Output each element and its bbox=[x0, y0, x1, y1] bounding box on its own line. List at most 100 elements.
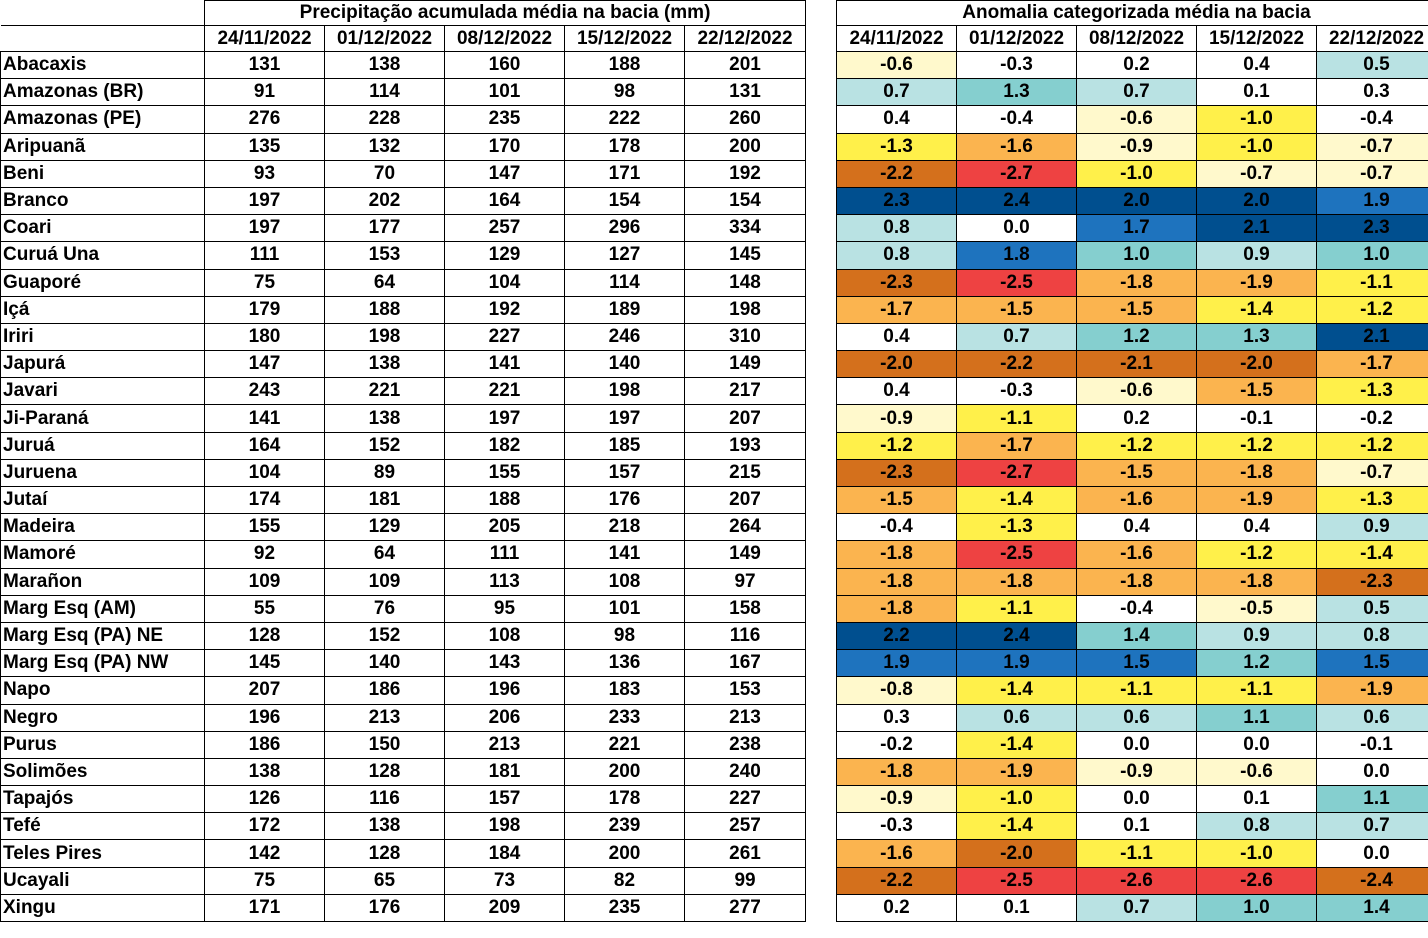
basin-name: Marg Esq (AM) bbox=[0, 594, 205, 623]
anomaly-cell: 0.7 bbox=[1076, 893, 1197, 923]
anomaly-cell: 0.2 bbox=[1076, 404, 1197, 433]
precip-cell: 200 bbox=[683, 132, 807, 161]
date-header: 22/12/2022 bbox=[683, 25, 807, 52]
table-row: 0.7 1.3 0.7 0.1 0.3 bbox=[836, 78, 1428, 107]
precip-cell: 193 bbox=[683, 431, 807, 460]
precip-cell: 147 bbox=[204, 350, 325, 379]
table-row: -1.5 -1.4 -1.6 -1.9 -1.3 bbox=[836, 485, 1428, 515]
anomaly-cell: 1.2 bbox=[1076, 322, 1197, 352]
precip-cell: 114 bbox=[564, 268, 685, 297]
table-row: Amazonas (BR) 91 114 101 98 131 bbox=[0, 78, 807, 107]
anomaly-cell: -2.2 bbox=[956, 350, 1077, 379]
anomaly-cell: -2.2 bbox=[836, 159, 957, 188]
anomaly-cell: -1.8 bbox=[1196, 567, 1317, 596]
precip-cell: 147 bbox=[444, 159, 565, 188]
anomaly-cell: 1.0 bbox=[1196, 893, 1317, 923]
precip-cell: 155 bbox=[444, 458, 565, 488]
basin-name: Curuá Una bbox=[0, 241, 205, 270]
basin-name: Tapajós bbox=[0, 785, 205, 814]
precip-cell: 186 bbox=[324, 676, 445, 705]
basin-name: Juruá bbox=[0, 431, 205, 460]
anomaly-cell: -1.7 bbox=[956, 431, 1077, 460]
precip-cell: 243 bbox=[204, 377, 325, 406]
precip-cell: 171 bbox=[564, 159, 685, 188]
anomaly-cell: -1.8 bbox=[836, 757, 957, 787]
basin-name: Branco bbox=[0, 186, 205, 216]
date-header: 22/12/2022 bbox=[1315, 25, 1428, 52]
table-row: -2.2 -2.5 -2.6 -2.6 -2.4 bbox=[836, 866, 1428, 895]
anomaly-cell: -1.8 bbox=[836, 540, 957, 569]
precip-cell: 128 bbox=[204, 621, 325, 651]
precip-cell: 192 bbox=[444, 295, 565, 324]
anomaly-cell: -0.1 bbox=[1196, 404, 1317, 433]
precip-cell: 149 bbox=[683, 350, 807, 379]
anomaly-cell: 0.2 bbox=[1076, 50, 1197, 80]
anomaly-cell: -0.4 bbox=[956, 105, 1077, 134]
precip-cell: 192 bbox=[683, 159, 807, 188]
precip-cell: 138 bbox=[324, 350, 445, 379]
table-row: Branco 197 202 164 154 154 bbox=[0, 186, 807, 216]
basin-name: Madeira bbox=[0, 513, 205, 542]
anomaly-cell: 0.0 bbox=[1315, 839, 1428, 868]
anomaly-cell: -0.3 bbox=[836, 812, 957, 841]
anomaly-cell: -0.2 bbox=[836, 730, 957, 759]
precip-cell: 73 bbox=[444, 866, 565, 895]
precip-cell: 277 bbox=[683, 893, 807, 923]
precip-cell: 184 bbox=[444, 839, 565, 868]
table-row: -0.9 -1.0 0.0 0.1 1.1 bbox=[836, 785, 1428, 814]
precip-cell: 145 bbox=[683, 241, 807, 270]
basin-name: Solimões bbox=[0, 757, 205, 787]
anomaly-cell: -2.3 bbox=[1315, 567, 1428, 596]
table-row: Marg Esq (PA) NE 128 152 108 98 116 bbox=[0, 621, 807, 651]
precip-cell: 276 bbox=[204, 105, 325, 134]
precip-cell: 157 bbox=[444, 785, 565, 814]
table-row: 0.4 -0.3 -0.6 -1.5 -1.3 bbox=[836, 377, 1428, 406]
anomaly-cell: -0.3 bbox=[956, 377, 1077, 406]
precip-cell: 131 bbox=[683, 78, 807, 107]
anomaly-cell: 0.4 bbox=[836, 377, 957, 406]
anomaly-cell: 1.3 bbox=[956, 78, 1077, 107]
precip-cell: 108 bbox=[444, 621, 565, 651]
anomaly-cell: 0.6 bbox=[1315, 703, 1428, 732]
precip-cell: 99 bbox=[683, 866, 807, 895]
precip-cell: 101 bbox=[564, 594, 685, 623]
basin-name: Tefé bbox=[0, 812, 205, 841]
anomaly-cell: -1.0 bbox=[1196, 839, 1317, 868]
table-row: -1.8 -2.5 -1.6 -1.2 -1.4 bbox=[836, 540, 1428, 569]
anomaly-cell: -1.5 bbox=[1196, 377, 1317, 406]
precip-cell: 116 bbox=[683, 621, 807, 651]
precip-cell: 178 bbox=[564, 785, 685, 814]
precip-cell: 176 bbox=[564, 485, 685, 515]
basin-name: Mamoré bbox=[0, 540, 205, 569]
anomaly-cell: -1.3 bbox=[1315, 377, 1428, 406]
anomaly-cell: -1.5 bbox=[956, 295, 1077, 324]
precip-cell: 127 bbox=[564, 241, 685, 270]
anomaly-cell: -1.7 bbox=[836, 295, 957, 324]
precip-cell: 200 bbox=[564, 839, 685, 868]
date-header: 15/12/2022 bbox=[1196, 25, 1317, 52]
anomaly-cell: -0.2 bbox=[1315, 404, 1428, 433]
anomaly-cell: 2.0 bbox=[1076, 186, 1197, 216]
anomaly-cell: -2.4 bbox=[1315, 866, 1428, 895]
anomaly-cell: 1.5 bbox=[1315, 649, 1428, 678]
precip-cell: 221 bbox=[324, 377, 445, 406]
precip-cell: 93 bbox=[204, 159, 325, 188]
anomaly-cell: -2.6 bbox=[1196, 866, 1317, 895]
precip-cell: 167 bbox=[683, 649, 807, 678]
precip-cell: 142 bbox=[204, 839, 325, 868]
table-row: Coari 197 177 257 296 334 bbox=[0, 214, 807, 243]
anomaly-cell: 2.0 bbox=[1196, 186, 1317, 216]
table-row: 0.2 0.1 0.7 1.0 1.4 bbox=[836, 893, 1428, 923]
precip-cell: 261 bbox=[683, 839, 807, 868]
precip-cell: 176 bbox=[324, 893, 445, 923]
anomaly-cell: -2.3 bbox=[836, 458, 957, 488]
anomaly-cell: -0.4 bbox=[1315, 105, 1428, 134]
anomaly-cell: -1.3 bbox=[836, 132, 957, 161]
basin-name: Iriri bbox=[0, 322, 205, 352]
precip-cell: 138 bbox=[324, 404, 445, 433]
anomaly-cell: -1.9 bbox=[1315, 676, 1428, 705]
table-row: -0.2 -1.4 0.0 0.0 -0.1 bbox=[836, 730, 1428, 759]
precip-cell: 152 bbox=[324, 431, 445, 460]
precip-cell: 221 bbox=[564, 730, 685, 759]
anomaly-cell: 0.8 bbox=[1196, 812, 1317, 841]
